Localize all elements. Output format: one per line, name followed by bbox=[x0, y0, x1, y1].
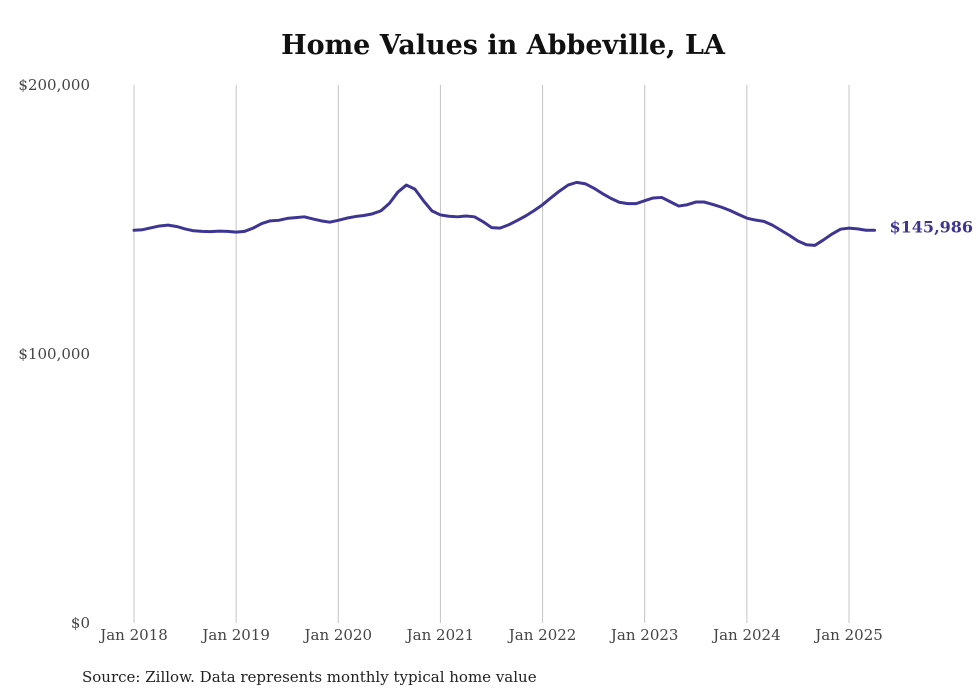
y-tick-label: $100,000 bbox=[18, 345, 90, 363]
x-tick-label: Jan 2022 bbox=[507, 626, 577, 644]
y-axis-ticks: $0 $100,000 $200,000 bbox=[18, 76, 90, 632]
series-layer: $145,986 bbox=[132, 180, 974, 247]
end-value-label: $145,986 bbox=[890, 217, 974, 236]
x-tick-label: Jan 2019 bbox=[200, 626, 270, 644]
x-tick-label: Jan 2025 bbox=[813, 626, 883, 644]
gridlines bbox=[133, 85, 850, 623]
x-tick-label: Jan 2021 bbox=[405, 626, 475, 644]
x-tick-label: Jan 2020 bbox=[303, 626, 373, 644]
x-tick-label: Jan 2023 bbox=[609, 626, 679, 644]
x-tick-label: Jan 2024 bbox=[711, 626, 781, 644]
x-tick-label: Jan 2018 bbox=[98, 626, 168, 644]
chart-title: Home Values in Abbeville, LA bbox=[281, 30, 725, 61]
source-note: Source: Zillow. Data represents monthly … bbox=[82, 668, 537, 686]
y-tick-label: $0 bbox=[71, 614, 90, 632]
y-tick-label: $200,000 bbox=[18, 76, 90, 94]
series-line bbox=[132, 180, 877, 247]
x-axis-ticks: Jan 2018 Jan 2019 Jan 2020 Jan 2021 Jan 2022… bbox=[98, 626, 883, 644]
